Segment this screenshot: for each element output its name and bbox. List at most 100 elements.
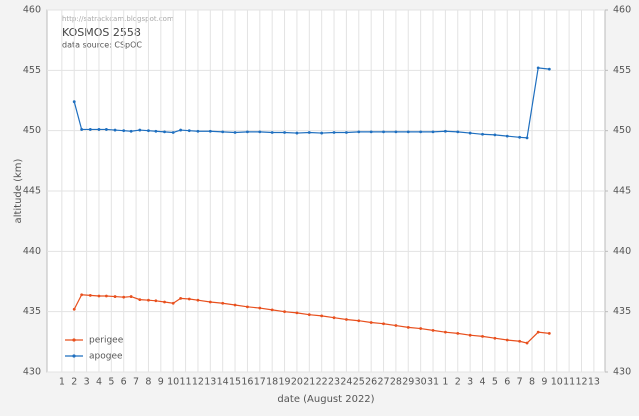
data-point (258, 306, 262, 310)
data-point (72, 307, 76, 311)
data-point (187, 297, 191, 301)
y-tick-label: 445 (23, 186, 41, 197)
legend-label: perigee (89, 336, 124, 346)
x-tick-label: 8 (145, 377, 151, 388)
y-tick-label: 435 (23, 306, 41, 317)
data-point (113, 295, 117, 298)
x-tick-label: 15 (229, 377, 241, 388)
data-point (443, 330, 447, 334)
data-point (122, 295, 126, 299)
data-point (72, 100, 76, 104)
y-axis-label: altitude (km) (13, 158, 24, 223)
x-tick-label: 24 (340, 377, 352, 388)
data-point (154, 299, 158, 303)
data-point (138, 128, 142, 132)
data-point (307, 313, 311, 317)
x-tick-label: 11 (563, 377, 575, 388)
x-tick-label: 28 (390, 377, 402, 388)
data-point (547, 331, 551, 335)
x-tick-label: 4 (479, 377, 485, 388)
data-point (104, 294, 108, 298)
data-point (431, 130, 435, 134)
chart-subtitle: data source: CSpOC (62, 41, 142, 50)
data-point (104, 128, 108, 131)
data-point (443, 129, 447, 133)
data-point (345, 318, 348, 321)
x-tick-label: 6 (504, 377, 510, 388)
x-tick-label: 12 (575, 377, 587, 388)
data-point (382, 130, 385, 134)
y2-tick-label: 440 (613, 246, 631, 257)
x-tick-label: 14 (217, 377, 229, 388)
x-tick-label: 22 (316, 377, 328, 388)
watermark: http://satrackcam.blogspot.com (62, 15, 174, 23)
data-point (505, 134, 509, 138)
x-tick-label: 26 (365, 377, 377, 388)
data-point (493, 133, 497, 137)
x-tick-label: 25 (353, 377, 365, 388)
x-tick-label: 16 (241, 377, 253, 388)
data-point (163, 130, 166, 134)
x-tick-label: 8 (529, 377, 535, 388)
data-point (270, 308, 274, 312)
data-point (295, 311, 299, 315)
y-tick-label: 430 (23, 367, 41, 378)
data-point (187, 129, 191, 133)
data-point (406, 130, 410, 134)
x-tick-label: 19 (279, 377, 291, 388)
data-point (221, 301, 225, 305)
data-point (369, 130, 373, 134)
data-point (270, 131, 274, 134)
x-tick-label: 29 (402, 377, 414, 388)
data-point (307, 131, 311, 134)
data-point (171, 301, 175, 305)
x-tick-label: 20 (291, 377, 303, 388)
data-point (171, 131, 175, 134)
data-point (394, 130, 398, 134)
data-point (208, 129, 212, 133)
data-point (468, 131, 472, 135)
data-point (97, 128, 101, 131)
data-point (179, 128, 183, 132)
y2-tick-label: 430 (613, 367, 631, 378)
x-tick-label: 2 (455, 377, 461, 388)
data-point (129, 129, 133, 133)
x-tick-label: 3 (467, 377, 473, 388)
data-point (154, 129, 158, 133)
data-point (332, 316, 336, 320)
y-tick-label: 450 (23, 125, 41, 136)
data-point (221, 130, 225, 134)
data-point (246, 130, 249, 134)
legend-marker (72, 354, 76, 358)
data-point (283, 131, 286, 134)
data-point (320, 131, 324, 135)
data-point (431, 328, 435, 332)
x-tick-label: 7 (517, 377, 523, 388)
data-point (518, 135, 522, 139)
x-tick-label: 2 (71, 377, 77, 388)
data-point (196, 298, 200, 302)
data-point (481, 335, 484, 338)
data-point (113, 128, 117, 132)
data-point (283, 310, 286, 314)
data-point (357, 130, 361, 134)
data-point (80, 293, 84, 297)
data-point (332, 131, 336, 134)
legend-label: apogee (89, 352, 123, 362)
data-point (419, 327, 423, 330)
data-point (233, 303, 237, 307)
data-point (547, 67, 551, 71)
data-point (138, 298, 142, 301)
data-point (456, 130, 460, 134)
x-tick-label: 23 (328, 377, 340, 388)
y-tick-label: 460 (23, 5, 41, 16)
data-point (382, 322, 385, 326)
x-tick-label: 10 (551, 377, 563, 388)
x-tick-label: 13 (588, 377, 600, 388)
data-point (196, 129, 200, 133)
data-point (295, 131, 299, 135)
chart-title: KOSMOS 2558 (62, 26, 141, 39)
x-tick-label: 12 (192, 377, 204, 388)
data-point (122, 129, 126, 133)
